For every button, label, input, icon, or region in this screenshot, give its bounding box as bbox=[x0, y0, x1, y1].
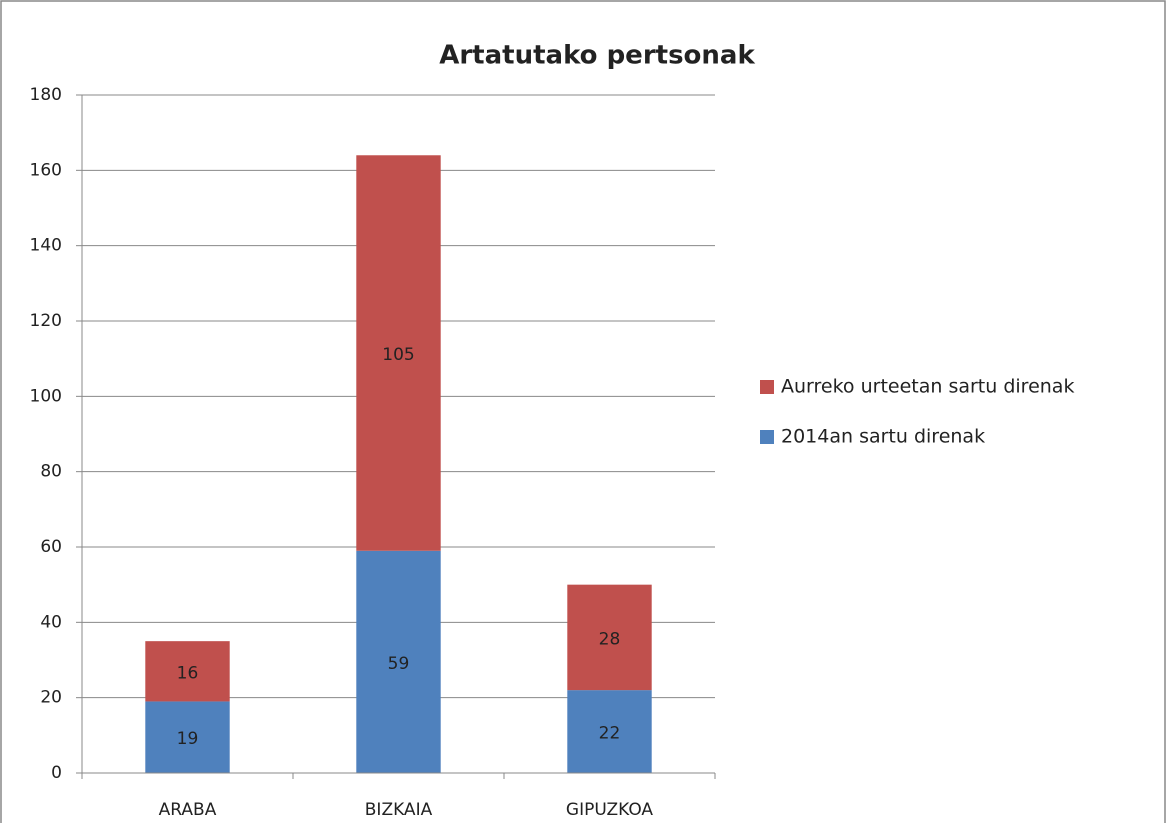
y-tick-label: 180 bbox=[30, 85, 62, 105]
y-tick-label: 20 bbox=[40, 688, 62, 708]
bar-segment bbox=[567, 690, 652, 773]
y-tick-label: 80 bbox=[40, 462, 62, 482]
y-tick-label: 120 bbox=[30, 311, 62, 331]
y-tick-label: 100 bbox=[30, 386, 62, 406]
data-label: 19 bbox=[177, 729, 199, 749]
data-label: 22 bbox=[599, 724, 621, 744]
x-tick-label: BIZKAIA bbox=[365, 800, 433, 820]
data-label: 28 bbox=[599, 629, 621, 649]
y-tick-label: 60 bbox=[40, 537, 62, 557]
chart-title: Artatutako pertsonak bbox=[439, 41, 755, 71]
legend-label: Aurreko urteetan sartu direnak bbox=[781, 376, 1074, 398]
y-tick-label: 40 bbox=[40, 612, 62, 632]
y-tick-label: 0 bbox=[51, 763, 62, 783]
y-tick-label: 160 bbox=[30, 160, 62, 180]
bar-segment bbox=[356, 155, 441, 551]
bar-segment bbox=[145, 641, 230, 702]
data-label: 16 bbox=[177, 663, 199, 683]
bar-segment bbox=[145, 701, 230, 773]
legend-label: 2014an sartu direnak bbox=[781, 426, 985, 448]
bar-segment bbox=[567, 584, 652, 691]
x-tick-label: GIPUZKOA bbox=[566, 800, 654, 820]
data-label: 105 bbox=[382, 345, 414, 365]
bar-segment bbox=[356, 550, 441, 773]
legend-swatch bbox=[760, 380, 774, 394]
x-tick-label: ARABA bbox=[159, 800, 217, 820]
y-tick-label: 140 bbox=[30, 236, 62, 256]
legend-swatch bbox=[760, 430, 774, 444]
data-label: 59 bbox=[388, 654, 410, 674]
